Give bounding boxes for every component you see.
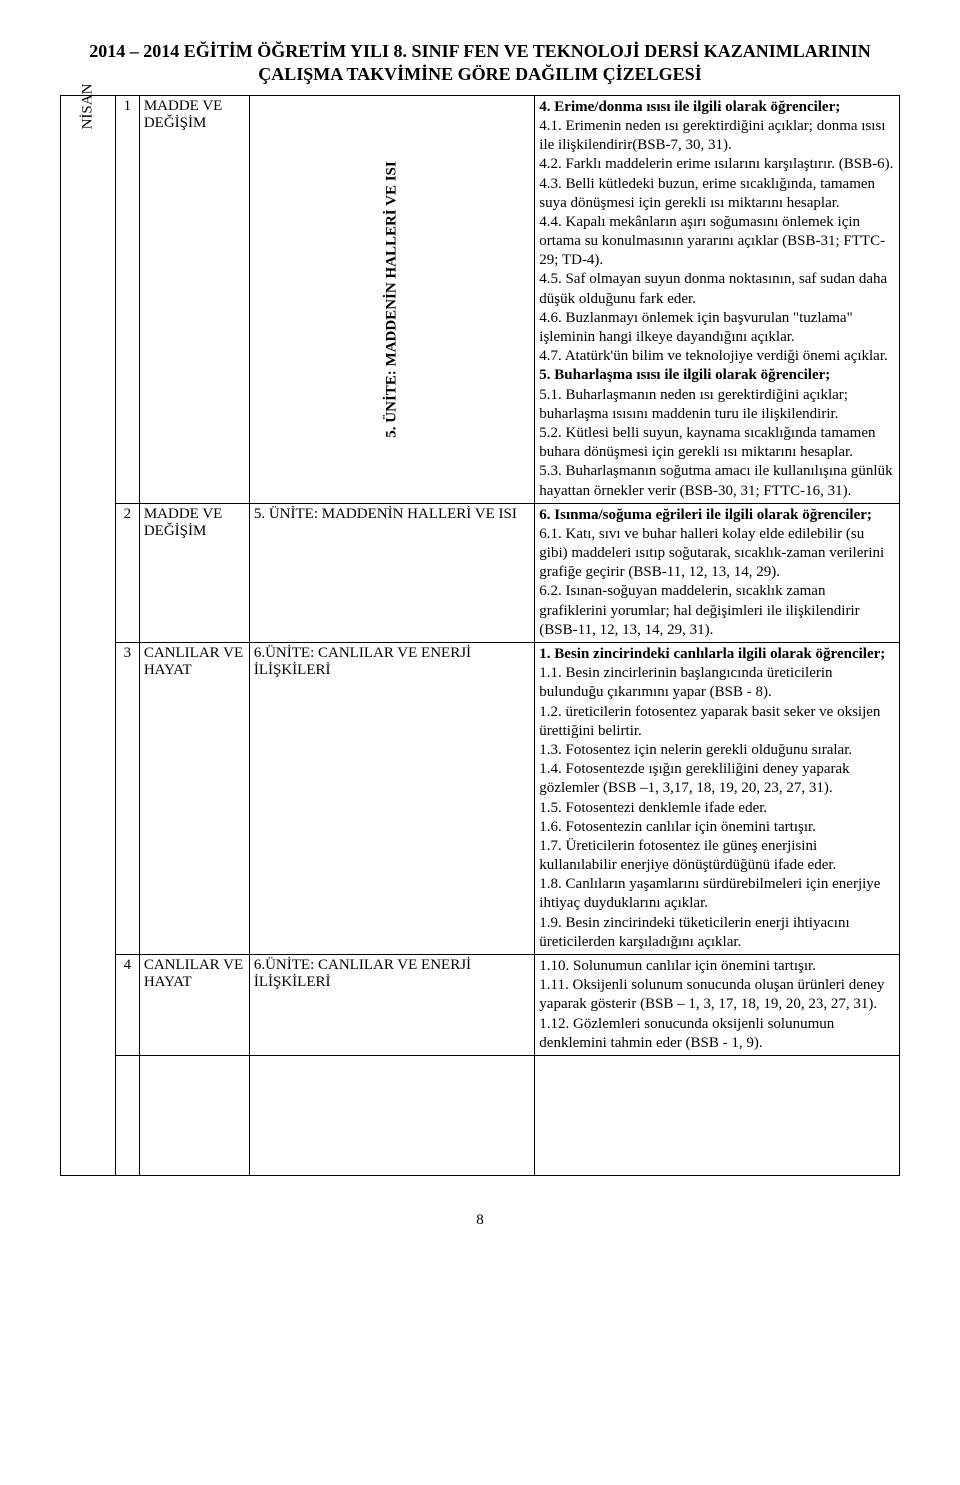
week-number: 1 — [115, 95, 139, 503]
content-line: 1.5. Fotosentezi denklemle ifade eder. — [539, 799, 895, 818]
title-line-2: ÇALIŞMA TAKVİMİNE GÖRE DAĞILIM ÇİZELGESİ — [258, 64, 701, 84]
unit-cell: 5. ÜNİTE: MADDENİN HALLERİ VE ISI — [249, 503, 534, 642]
content-line: 1.12. Gözlemleri sonucunda oksijenli sol… — [539, 1015, 895, 1053]
unit-cell: 5. ÜNİTE: MADDENİN HALLERİ VE ISI — [249, 95, 534, 503]
content-line: 1.6. Fotosentezin canlılar için önemini … — [539, 818, 895, 837]
content-line: 1.9. Besin zincirindeki tüketicilerin en… — [539, 914, 895, 952]
content-line: 1.1. Besin zincirlerinin başlangıcında ü… — [539, 664, 895, 702]
content-cell: 6. Isınma/soğuma eğrileri ile ilgili ola… — [535, 503, 900, 642]
content-cell: 4. Erime/donma ısısı ile ilgili olarak ö… — [535, 95, 900, 503]
subject-cell: CANLILAR VE HAYAT — [139, 955, 249, 1056]
page-title: 2014 – 2014 EĞİTİM ÖĞRETİM YILI 8. SINIF… — [60, 40, 900, 87]
content-line: 4.1. Erimenin neden ısı gerektirdiğini a… — [539, 117, 895, 155]
week-number: 4 — [115, 955, 139, 1056]
content-cell: 1. Besin zincirindeki canlılarla ilgili … — [535, 643, 900, 955]
content-line: 4.2. Farklı maddelerin erime ısılarını k… — [539, 155, 895, 174]
spacer-cell — [139, 1055, 249, 1175]
spacer-cell — [249, 1055, 534, 1175]
week-number: 3 — [115, 643, 139, 955]
month-label: NİSAN — [79, 83, 96, 129]
spacer-cell — [115, 1055, 139, 1175]
content-line: 1.2. üreticilerin fotosentez yaparak bas… — [539, 703, 895, 741]
subject-cell: MADDE VE DEĞİŞİM — [139, 503, 249, 642]
week-number: 2 — [115, 503, 139, 642]
unit-cell: 6.ÜNİTE: CANLILAR VE ENERJİ İLİŞKİLERİ — [249, 643, 534, 955]
month-cell: NİSAN — [61, 95, 116, 1175]
subject-cell: CANLILAR VE HAYAT — [139, 643, 249, 955]
content-line: 6.1. Katı, sıvı ve buhar halleri kolay e… — [539, 525, 895, 583]
content-line: 1.3. Fotosentez için nelerin gerekli old… — [539, 741, 895, 760]
content-line: 5.3. Buharlaşmanın soğutma amacı ile kul… — [539, 462, 895, 500]
content-line: 6.2. Isınan-soğuyan maddelerin, sıcaklık… — [539, 582, 895, 640]
content-cell: 1.10. Solunumun canlılar için önemini ta… — [535, 955, 900, 1056]
subject-cell: MADDE VE DEĞİŞİM — [139, 95, 249, 503]
curriculum-table: NİSAN1MADDE VE DEĞİŞİM5. ÜNİTE: MADDENİN… — [60, 95, 900, 1176]
content-line: 1.10. Solunumun canlılar için önemini ta… — [539, 957, 895, 976]
content-line: 4.7. Atatürk'ün bilim ve teknolojiye ver… — [539, 347, 895, 366]
content-line: 4.6. Buzlanmayı önlemek için başvurulan … — [539, 309, 895, 347]
content-line: 6. Isınma/soğuma eğrileri ile ilgili ola… — [539, 506, 895, 525]
unit-label: 5. ÜNİTE: MADDENİN HALLERİ VE ISI — [384, 161, 401, 437]
content-line: 1.4. Fotosentezde ışığın gerekliliğini d… — [539, 760, 895, 798]
content-line: 4. Erime/donma ısısı ile ilgili olarak ö… — [539, 98, 895, 117]
page-number: 8 — [60, 1212, 900, 1229]
content-line: 5. Buharlaşma ısısı ile ilgili olarak öğ… — [539, 366, 895, 385]
title-line-1: 2014 – 2014 EĞİTİM ÖĞRETİM YILI 8. SINIF… — [89, 41, 871, 61]
content-line: 1.11. Oksijenli solunum sonucunda oluşan… — [539, 976, 895, 1014]
content-line: 1.7. Üreticilerin fotosentez ile güneş e… — [539, 837, 895, 875]
content-line: 4.4. Kapalı mekânların aşırı soğumasını … — [539, 213, 895, 271]
content-line: 1.8. Canlıların yaşamlarını sürdürebilme… — [539, 875, 895, 913]
content-line: 4.5. Saf olmayan suyun donma noktasının,… — [539, 270, 895, 308]
spacer-cell — [535, 1055, 900, 1175]
unit-cell: 6.ÜNİTE: CANLILAR VE ENERJİ İLİŞKİLERİ — [249, 955, 534, 1056]
content-line: 5.2. Kütlesi belli suyun, kaynama sıcakl… — [539, 424, 895, 462]
content-line: 5.1. Buharlaşmanın neden ısı gerektirdiğ… — [539, 386, 895, 424]
content-line: 4.3. Belli kütledeki buzun, erime sıcakl… — [539, 175, 895, 213]
content-line: 1. Besin zincirindeki canlılarla ilgili … — [539, 645, 895, 664]
